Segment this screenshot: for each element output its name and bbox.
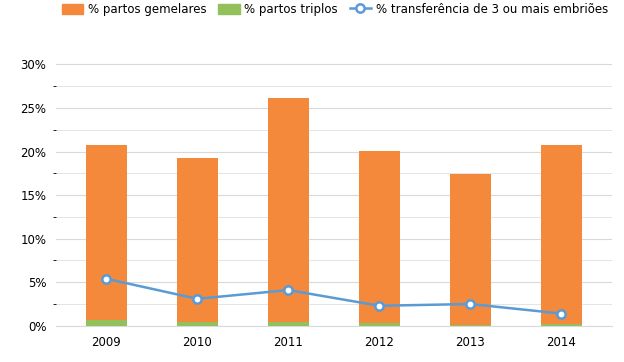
Bar: [450, 174, 491, 326]
Bar: [85, 145, 127, 326]
Bar: [177, 158, 218, 326]
Bar: [450, 325, 491, 326]
Bar: [177, 322, 218, 326]
Bar: [359, 151, 400, 326]
Legend: % partos gemelares, % partos triplos, % transferência de 3 ou mais embriões: % partos gemelares, % partos triplos, % …: [62, 3, 608, 16]
Bar: [268, 322, 309, 326]
Bar: [541, 145, 582, 326]
Bar: [85, 320, 127, 326]
Bar: [541, 324, 582, 326]
Bar: [268, 98, 309, 326]
Bar: [359, 323, 400, 326]
